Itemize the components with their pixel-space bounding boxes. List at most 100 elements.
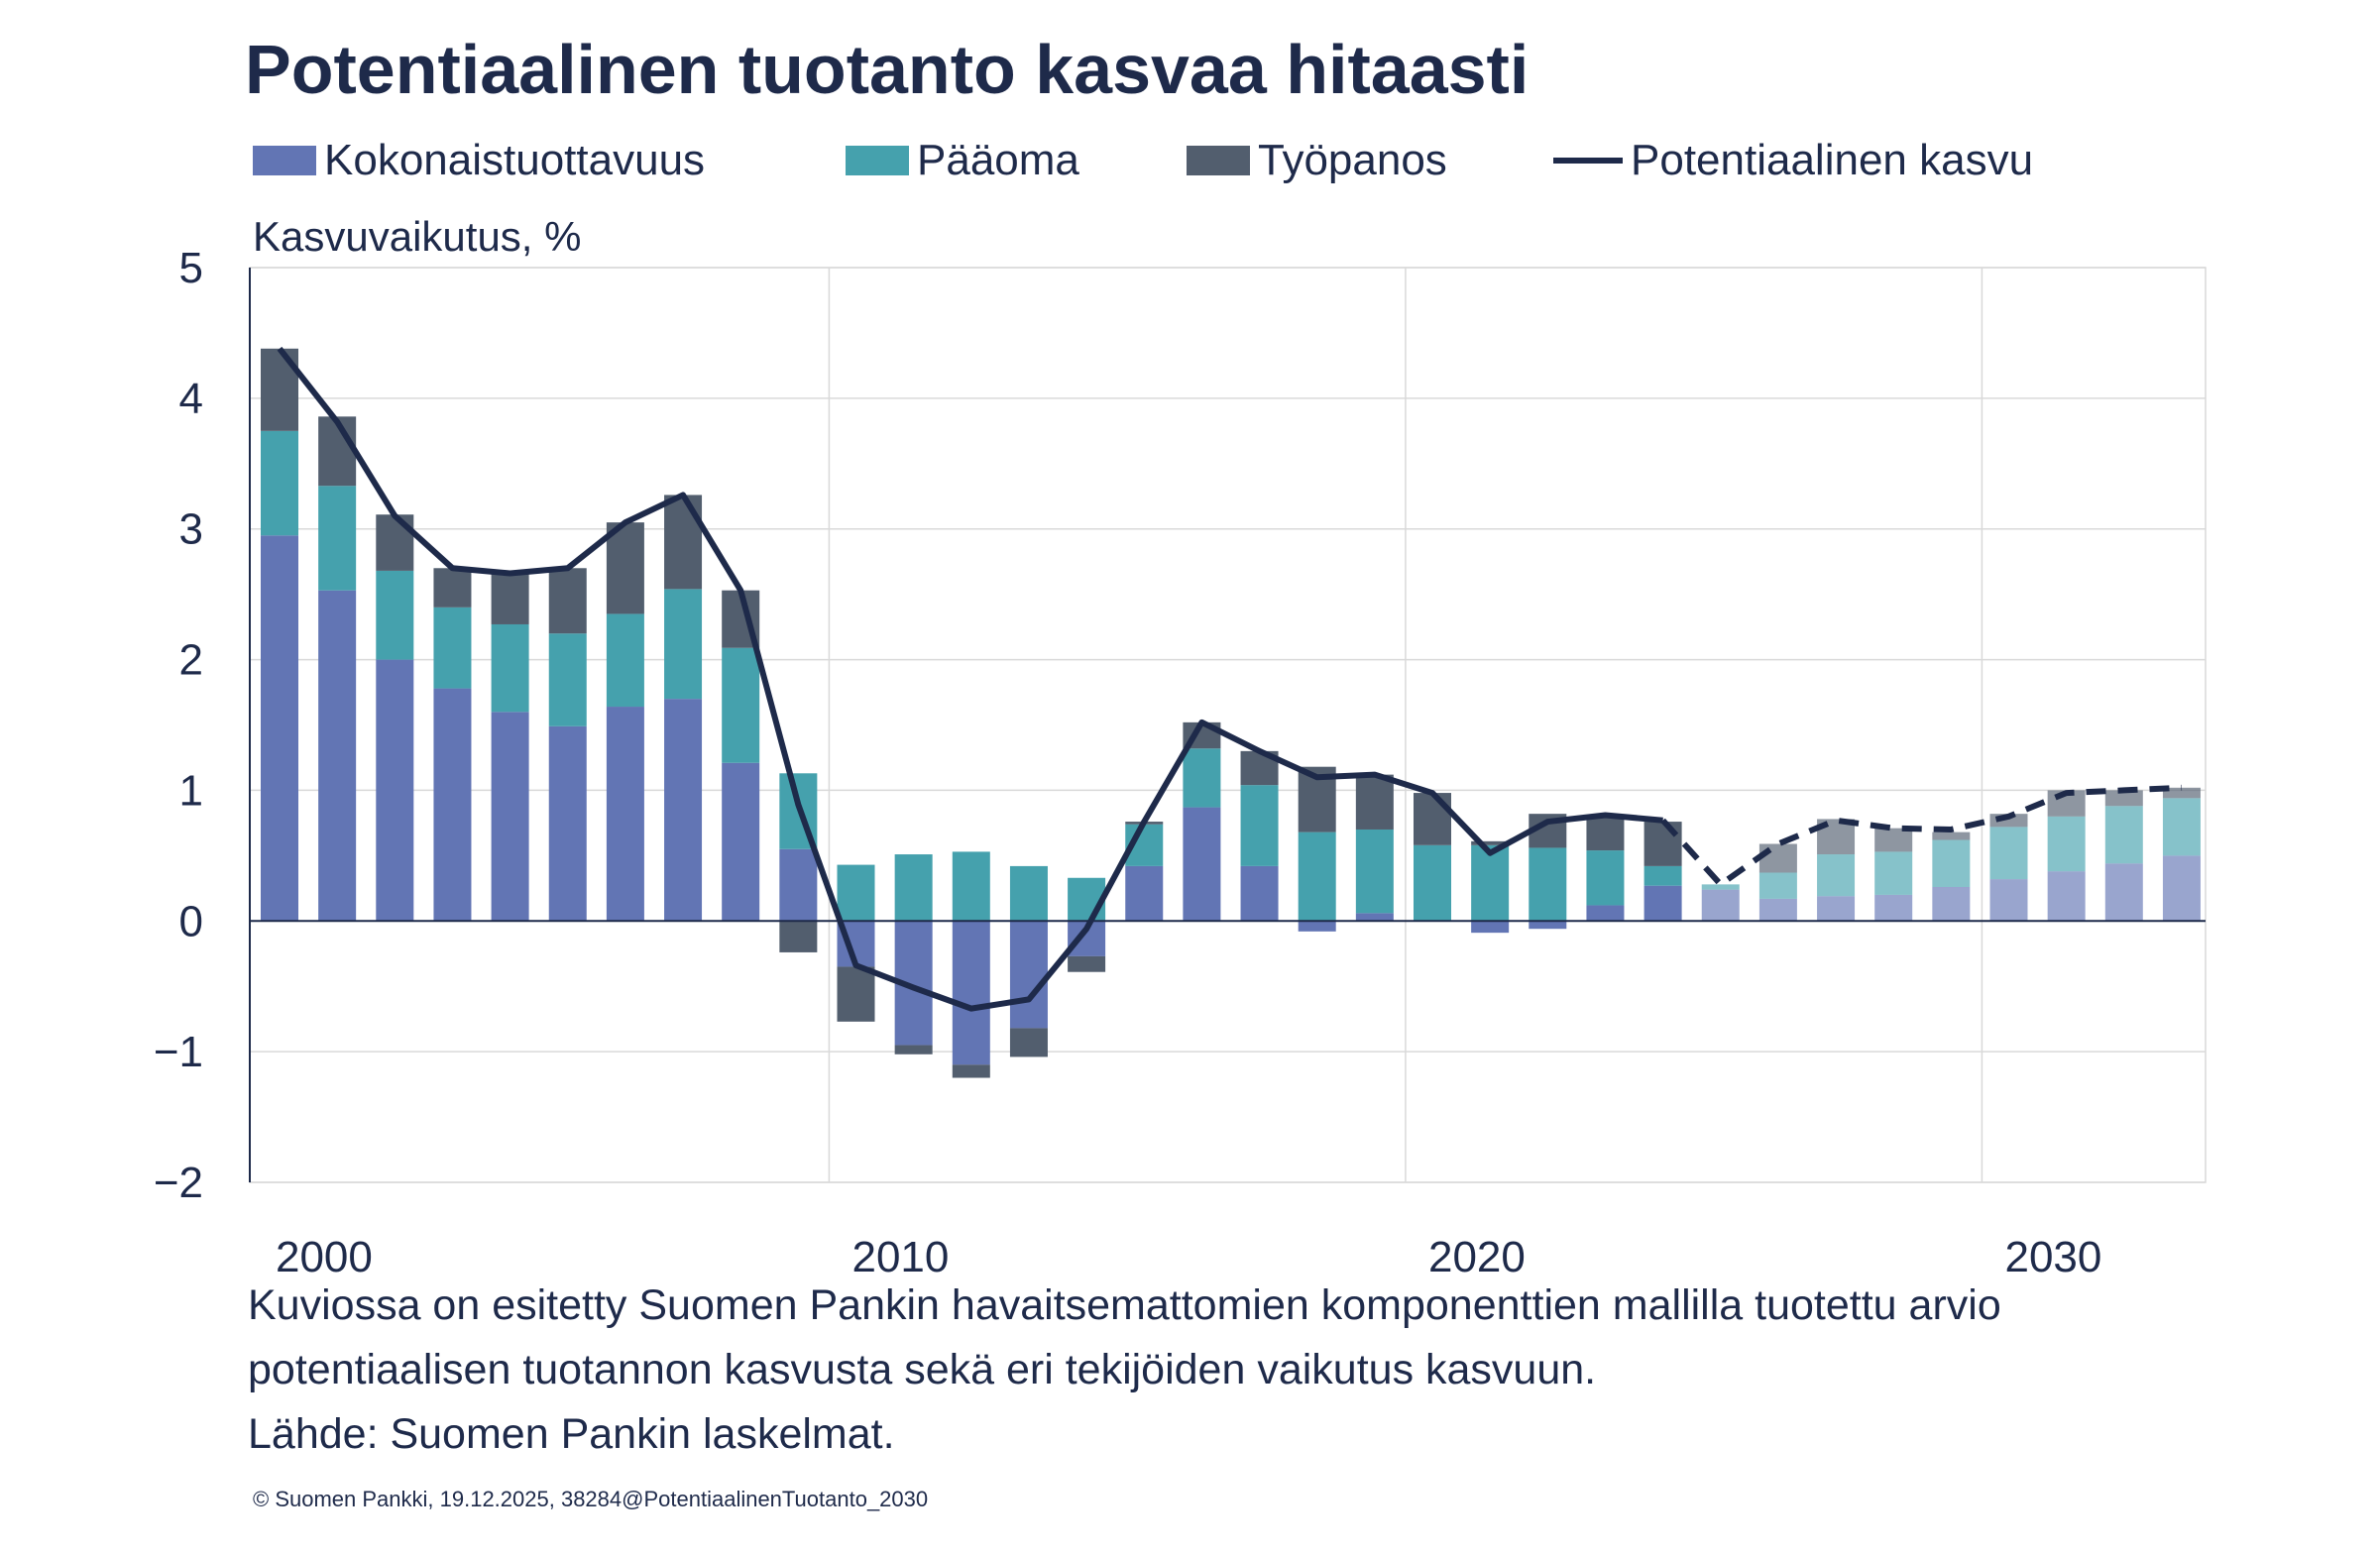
legend-label-capital: Pääoma: [917, 136, 1079, 184]
bar-paaoma: [894, 854, 933, 922]
copyright: © Suomen Pankki, 19.12.2025, 38284@Poten…: [253, 1487, 929, 1511]
bar-paaoma: [1240, 785, 1279, 866]
bar-tyopanos: [1355, 774, 1394, 830]
footnote-line-1: Kuviossa on esitetty Suomen Pankin havai…: [248, 1281, 2001, 1329]
bar-paaoma: [2162, 798, 2201, 856]
bar-paaoma: [1355, 829, 1394, 914]
bar-tyopanos: [779, 921, 818, 952]
bar-tyopanos: [664, 495, 703, 590]
plot-frame: [249, 267, 2207, 1183]
bar-kokonaistuottavuus: [1586, 905, 1625, 922]
legend-item-labour: Työpanos: [1187, 129, 1447, 192]
bar-kokonaistuottavuus: [318, 590, 357, 922]
bar-paaoma: [952, 851, 990, 922]
line-potentiaalinen-kasvu: [277, 346, 1663, 1012]
bar-paaoma: [376, 570, 414, 660]
bar-kokonaistuottavuus: [1009, 921, 1048, 1029]
bar-kokonaistuottavuus: [1701, 889, 1740, 922]
y-tick-label: −1: [154, 1028, 203, 1076]
bar-paaoma: [491, 623, 529, 713]
bar-paaoma: [1183, 748, 1221, 808]
legend-item-potential: Potentiaalinen kasvu: [1553, 129, 2033, 192]
bar-paaoma: [1009, 865, 1048, 922]
legend-item-tfp: Kokonaistuottavuus: [253, 129, 705, 192]
bar-tyopanos: [1643, 822, 1682, 866]
bar-tyopanos: [1068, 955, 1106, 972]
y-tick-label: −2: [154, 1159, 203, 1207]
x-tick-label: 2010: [851, 1233, 949, 1281]
bar-kokonaistuottavuus: [433, 688, 472, 922]
bar-kokonaistuottavuus: [376, 659, 414, 922]
legend-label-potential: Potentiaalinen kasvu: [1631, 136, 2034, 184]
line-potentiaalinen-kasvu-forecast: [1660, 784, 2183, 888]
bar-kokonaistuottavuus: [2104, 863, 2143, 922]
bar-tyopanos: [1471, 840, 1510, 845]
bar-kokonaistuottavuus: [606, 707, 644, 922]
legend-swatch-labour: [1187, 146, 1250, 175]
bar-tyopanos: [1586, 815, 1625, 851]
bar-kokonaistuottavuus: [1240, 865, 1279, 922]
bar-kokonaistuottavuus: [1758, 898, 1797, 922]
bar-paaoma: [1529, 847, 1567, 922]
bar-kokonaistuottavuus: [1298, 921, 1336, 932]
bar-tyopanos: [318, 416, 357, 487]
bar-tyopanos: [1874, 828, 1913, 852]
y-tick-label: 0: [179, 897, 203, 945]
legend-swatch-tfp: [253, 146, 316, 175]
bar-paaoma: [606, 613, 644, 708]
bar-tyopanos: [1932, 832, 1971, 840]
bar-tyopanos: [433, 568, 472, 608]
bar-paaoma: [548, 633, 587, 726]
bar-kokonaistuottavuus: [1932, 887, 1971, 922]
bar-kokonaistuottavuus: [664, 699, 703, 922]
x-tick-label: 2030: [2004, 1233, 2101, 1281]
bar-tyopanos: [952, 1064, 990, 1078]
bar-kokonaistuottavuus: [1643, 885, 1682, 922]
bar-paaoma: [664, 589, 703, 700]
bar-tyopanos: [1414, 793, 1451, 845]
bar-tyopanos: [491, 572, 529, 624]
bar-paaoma: [1298, 832, 1336, 922]
legend-item-capital: Pääoma: [846, 129, 1079, 192]
footnote-line-2: potentiaalisen tuotannon kasvusta sekä e…: [248, 1346, 1597, 1393]
bar-tyopanos: [2162, 787, 2201, 799]
bar-paaoma: [1414, 844, 1451, 922]
y-tick-label: 2: [179, 636, 203, 685]
x-tick-label: 2000: [276, 1233, 373, 1281]
bar-tyopanos: [1758, 843, 1797, 873]
y-axis-label: Kasvuvaikutus, %: [253, 213, 582, 260]
bar-paaoma: [722, 647, 760, 763]
bar-kokonaistuottavuus: [1874, 894, 1913, 922]
footnote: Kuviossa on esitetty Suomen Pankin havai…: [248, 1274, 2349, 1467]
bar-tyopanos: [376, 514, 414, 571]
bar-kokonaistuottavuus: [1125, 865, 1164, 922]
bar-tyopanos: [2104, 790, 2143, 807]
bar-paaoma: [2047, 816, 2086, 872]
footnote-source: Lähde: Suomen Pankin laskelmat.: [248, 1410, 895, 1458]
legend-line-potential: [1553, 158, 1623, 164]
bar-paaoma: [1874, 851, 1913, 895]
y-tick-label: 5: [179, 244, 203, 292]
bar-kokonaistuottavuus: [1471, 921, 1510, 934]
bar-paaoma: [318, 486, 357, 591]
bar-kokonaistuottavuus: [952, 921, 990, 1065]
bar-paaoma: [1989, 827, 2028, 880]
bar-kokonaistuottavuus: [1529, 921, 1567, 930]
bar-kokonaistuottavuus: [1355, 913, 1394, 922]
bar-kokonaistuottavuus: [261, 535, 298, 922]
bar-paaoma: [1586, 850, 1625, 906]
bar-tyopanos: [606, 522, 644, 614]
bar-tyopanos: [894, 1045, 933, 1054]
bar-paaoma: [1758, 872, 1797, 899]
legend-swatch-capital: [846, 146, 909, 175]
bar-kokonaistuottavuus: [2047, 871, 2086, 922]
bar-paaoma: [1817, 854, 1856, 897]
bar-tyopanos: [1009, 1028, 1048, 1057]
bar-kokonaistuottavuus: [779, 848, 818, 922]
bar-tyopanos: [548, 568, 587, 634]
bar-kokonaistuottavuus: [1989, 879, 2028, 922]
legend: Kokonaistuottavuus Pääoma Työpanos Poten…: [253, 129, 2235, 192]
y-tick-label: 3: [179, 505, 203, 554]
bar-kokonaistuottavuus: [491, 712, 529, 922]
bar-paaoma: [433, 607, 472, 689]
